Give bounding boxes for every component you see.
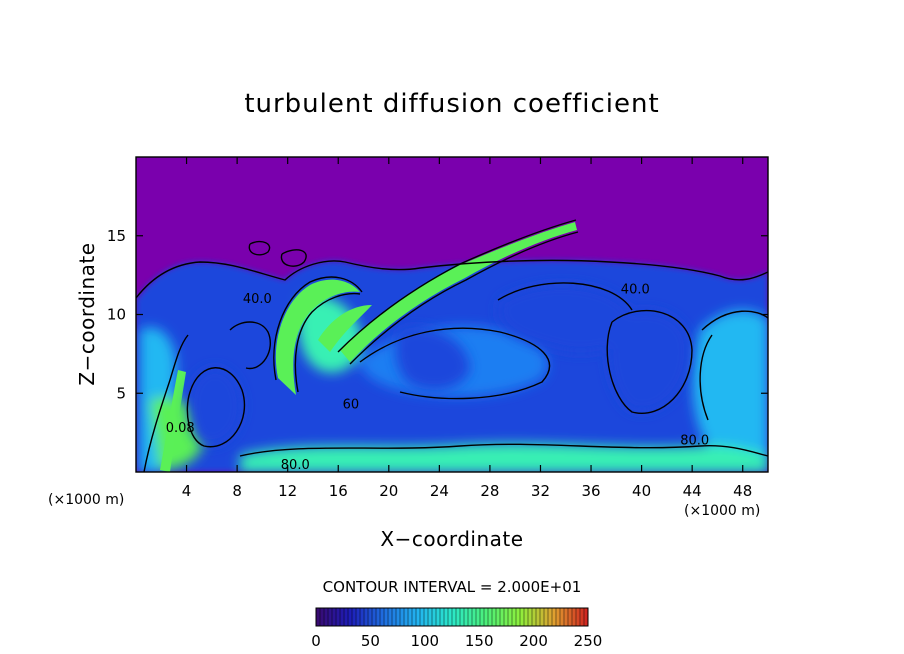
chart-title: turbulent diffusion coefficient	[244, 89, 659, 119]
x-tick-label: 44	[683, 482, 702, 500]
contour-bottom	[239, 443, 768, 457]
filament-base-left	[160, 370, 186, 472]
streak-right-roll	[692, 310, 768, 470]
pocket-right	[607, 310, 690, 412]
colorbar: 0 50 100 150 200 250	[311, 607, 602, 650]
filament-diagonal	[340, 222, 577, 362]
streak-bottom	[240, 443, 768, 472]
contour-labels: 40.0 40.0 0.08 80.0 80.0 60	[166, 282, 709, 473]
contour-mid-band	[359, 327, 551, 400]
x-unit-right: (×1000 m)	[684, 503, 760, 519]
colorbar-tick-label: 50	[361, 632, 380, 650]
y-tick-label: 10	[107, 306, 126, 324]
x-tick-label: 48	[733, 482, 752, 500]
contour-diagonal-b	[349, 231, 579, 365]
high-diffusion-filaments	[160, 222, 577, 472]
contour-pocket-right	[606, 309, 693, 414]
contour-left-pocket	[186, 367, 246, 448]
y-tick-label: 5	[116, 384, 126, 402]
x-tick-label: 20	[379, 482, 398, 500]
contour-value-label: 40.0	[621, 282, 650, 297]
colorbar-stripes	[319, 608, 585, 626]
contour-lines	[136, 219, 768, 472]
x-tick-label: 4	[182, 482, 192, 500]
colorbar-tick-label: 250	[574, 632, 603, 650]
low-diffusion-pockets	[188, 283, 690, 446]
contour-value-label: 60	[343, 397, 360, 412]
filament-curl	[275, 279, 360, 395]
x-unit-left: (×1000 m)	[48, 492, 124, 508]
colorbar-tick-label: 0	[311, 632, 321, 650]
y-axis-label: Z−coordinate	[75, 242, 99, 385]
pocket-center-right	[498, 283, 632, 353]
x-axis: 4 8 12 16 20 24 28 32 36 40 44 48	[182, 157, 752, 500]
colorbar-ticks: 0 50 100 150 200 250	[311, 632, 602, 650]
contour-mid-left	[229, 321, 271, 370]
pocket-left	[188, 367, 243, 446]
x-tick-label: 36	[581, 482, 600, 500]
contour-diagonal-a	[337, 219, 577, 353]
contour-small-a	[248, 240, 271, 256]
x-tick-label: 12	[278, 482, 297, 500]
contour-left-column	[143, 334, 189, 472]
contour-right-roll	[701, 310, 768, 331]
x-tick-label: 28	[480, 482, 499, 500]
filament-inner	[318, 305, 372, 352]
contour-pocket-center	[497, 282, 633, 311]
pocket-mid	[395, 327, 470, 391]
x-tick-label: 24	[430, 482, 449, 500]
colorbar-tick-label: 100	[410, 632, 439, 650]
contour-curl-inner	[294, 292, 361, 393]
contour-curl-outer	[273, 276, 363, 381]
x-tick-label: 32	[531, 482, 550, 500]
heatmap-field: 40.0 40.0 0.08 80.0 80.0 60	[136, 157, 768, 473]
contour-value-label: 80.0	[281, 458, 310, 473]
contour-boundary	[136, 259, 768, 299]
x-axis-label: X−coordinate	[380, 527, 523, 551]
x-tick-label: 16	[329, 482, 348, 500]
y-axis: 5 10 15	[107, 227, 768, 402]
colorbar-tick-label: 200	[519, 632, 548, 650]
contour-value-label: 80.0	[680, 434, 709, 449]
x-tick-label: 8	[232, 482, 242, 500]
contour-value-label: 0.08	[166, 421, 195, 436]
contour-small-b	[280, 249, 307, 267]
contour-right-roll-b	[699, 334, 713, 421]
colorbar-tick-label: 150	[465, 632, 494, 650]
colorbar-frame	[315, 607, 589, 627]
x-tick-label: 40	[632, 482, 651, 500]
y-tick-label: 15	[107, 227, 126, 245]
contour-interval-label: CONTOUR INTERVAL = 2.000E+01	[323, 578, 582, 596]
contour-value-label: 40.0	[243, 292, 272, 307]
